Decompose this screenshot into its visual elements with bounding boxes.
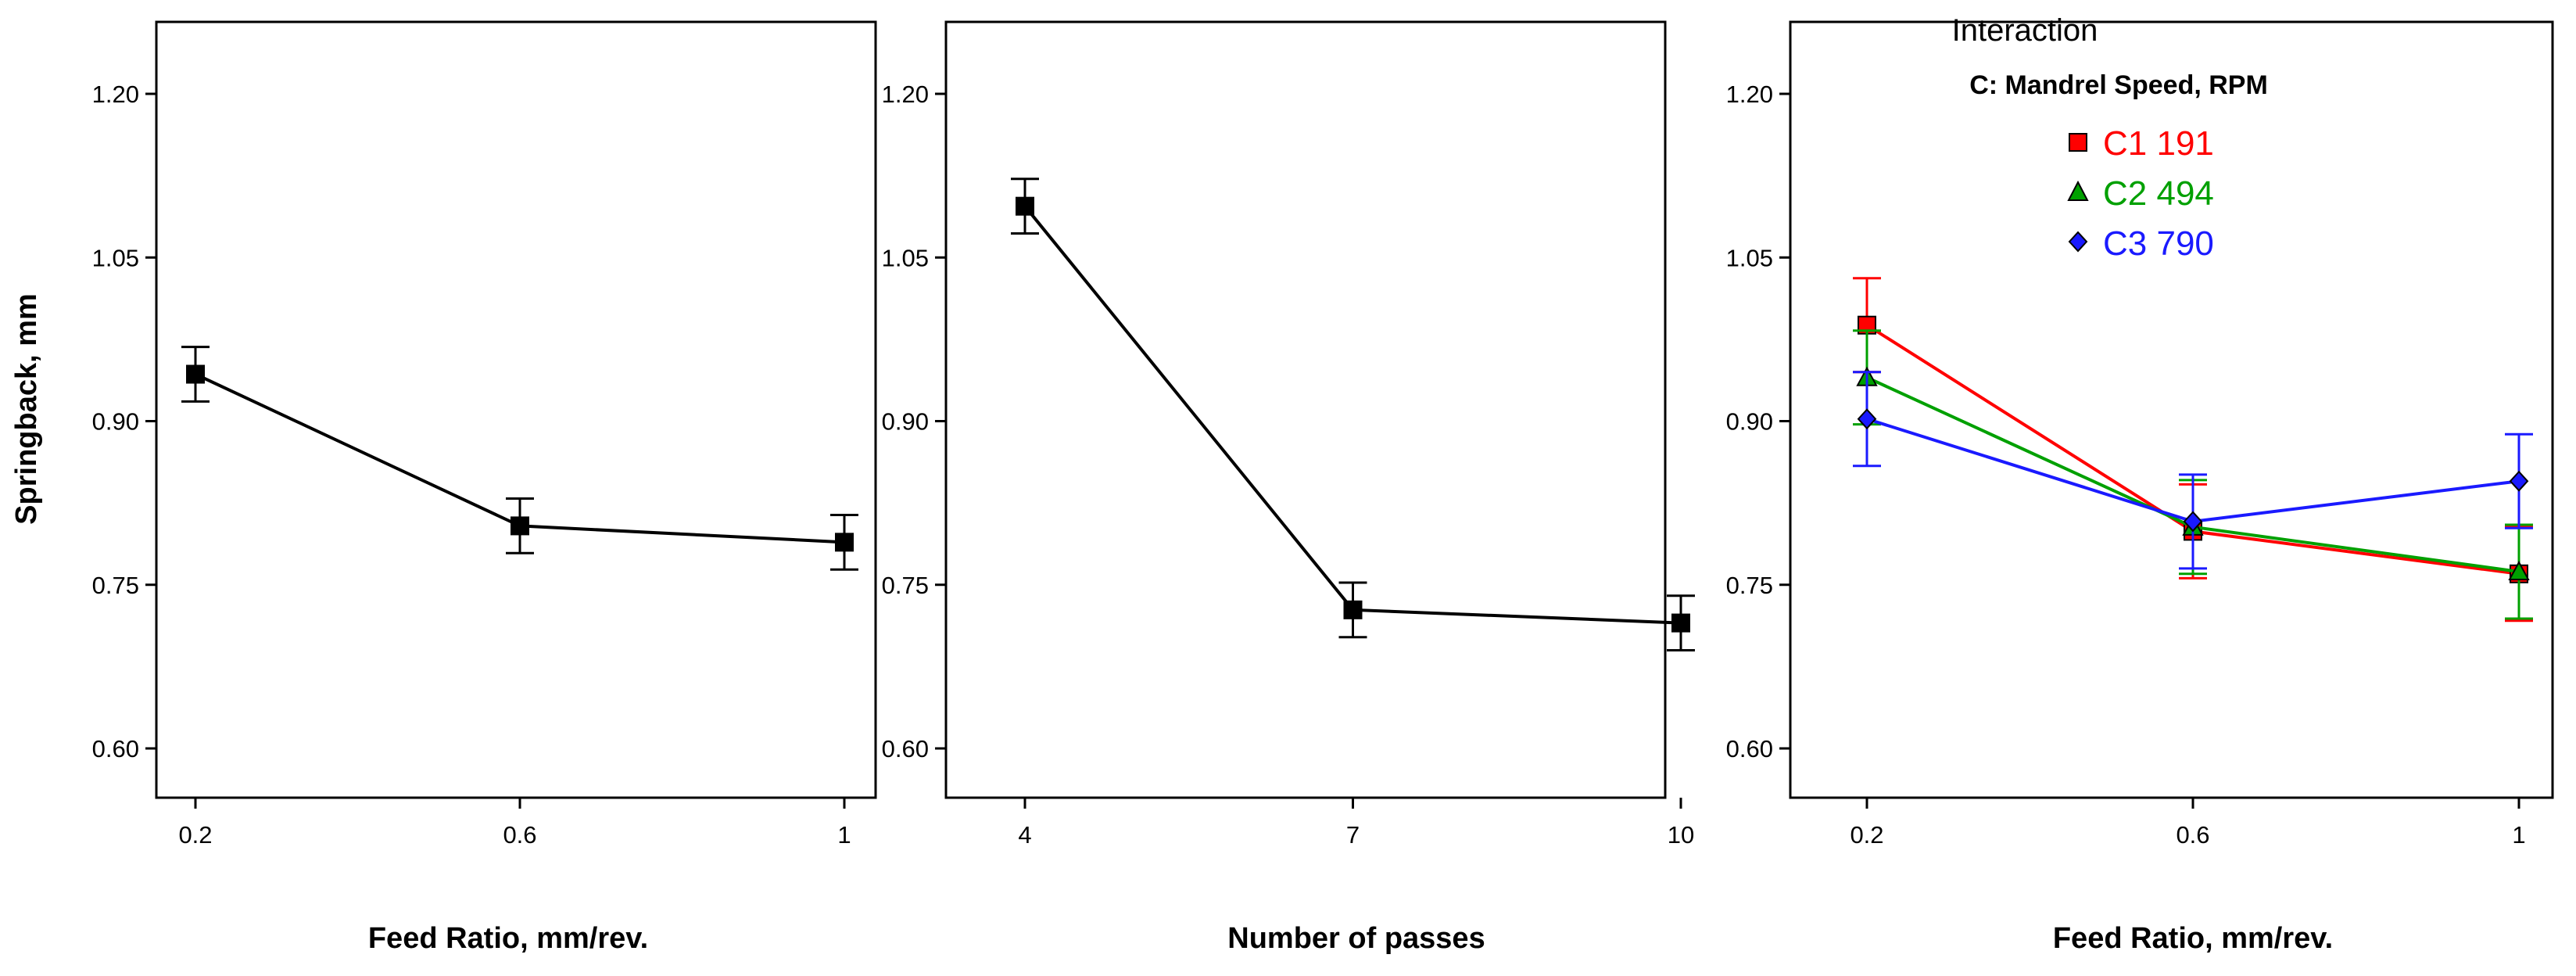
y-tick-label: 0.60 [882, 735, 929, 762]
x-axis-title: Feed Ratio, mm/rev. [2053, 922, 2333, 955]
y-tick-label: 1.20 [92, 81, 139, 108]
y-tick-label: 1.05 [882, 244, 929, 271]
data-point [1016, 196, 1034, 216]
series-line [1023, 205, 1682, 625]
y-tick-label: 0.60 [1726, 735, 1773, 762]
legend-label: C2 494 [2103, 174, 2214, 213]
data-point [511, 516, 529, 536]
data-point [2508, 560, 2530, 581]
y-tick-label: 0.75 [1726, 572, 1773, 599]
data-point [1343, 600, 1363, 619]
y-tick-label: 1.20 [1726, 81, 1773, 108]
y-tick-label: 0.60 [92, 735, 139, 762]
y-tick-label: 1.20 [882, 81, 929, 108]
plot-frame [1789, 20, 2554, 799]
x-tick-label: 10 [1668, 821, 1694, 849]
legend-title: C: Mandrel Speed, RPM [1969, 70, 2268, 100]
y-tick-label: 0.90 [1726, 408, 1773, 436]
main-effect-feed-ratio-panel: Springback, mm Feed Ratio, mm/rev. 0.60 0… [10, 20, 877, 955]
data-point [1671, 613, 1690, 633]
legend-marker [2067, 180, 2089, 201]
x-tick-label: 7 [1346, 821, 1360, 849]
legend-marker [2068, 231, 2088, 253]
legend-marker [2069, 133, 2087, 152]
y-tick-label: 0.75 [92, 572, 139, 599]
y-tick-label: 0.90 [882, 408, 929, 436]
y-tick-label: 1.05 [92, 244, 139, 271]
x-axis-title: Feed Ratio, mm/rev. [368, 922, 648, 955]
data-point [2183, 511, 2203, 533]
plot-frame [155, 20, 877, 799]
x-tick-label: 1 [837, 821, 851, 849]
y-tick-label: 0.90 [92, 408, 139, 436]
data-point [186, 364, 205, 384]
interaction-panel: Interaction C: Mandrel Speed, RPM Feed R… [1726, 13, 2554, 955]
y-axis-title: Springback, mm [10, 293, 43, 525]
main-effect-passes-panel: Number of passes 0.60 0.75 0.90 1.05 1.20 4 7 1… [882, 20, 1695, 955]
y-tick-label: 0.75 [882, 572, 929, 599]
data-point [835, 533, 854, 552]
data-point [2509, 470, 2529, 492]
x-tick-label: 0.2 [1850, 821, 1883, 849]
x-tick-label: 4 [1018, 821, 1031, 849]
x-tick-label: 0.6 [2176, 821, 2209, 849]
plot-frame [944, 20, 1667, 799]
panel-title: Interaction [1952, 13, 2098, 48]
x-tick-label: 0.6 [503, 821, 536, 849]
x-axis-title: Number of passes [1227, 922, 1485, 955]
y-tick-label: 1.05 [1726, 244, 1773, 271]
x-tick-label: 1 [2512, 821, 2525, 849]
legend-label: C3 790 [2103, 224, 2214, 263]
data-point [1857, 408, 1877, 430]
x-tick-label: 0.2 [178, 821, 212, 849]
legend-label: C1 191 [2103, 124, 2214, 163]
